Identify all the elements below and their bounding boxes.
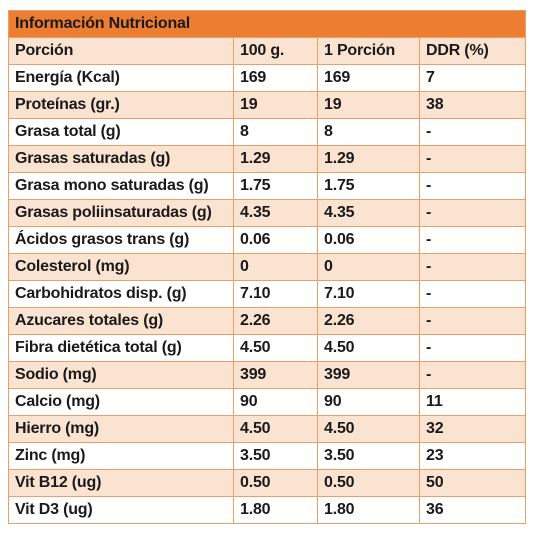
table-row: Ácidos grasos trans (g) 0.06 0.06 -	[8, 226, 527, 254]
column-header: 1 Porción	[317, 37, 420, 65]
nutrient-name: Vit D3 (ug)	[8, 496, 234, 524]
value-100g: 4.50	[233, 334, 318, 362]
value-ddr: 7	[418, 64, 527, 92]
value-100g: 0.06	[233, 226, 318, 254]
value-100g: 399	[233, 361, 318, 389]
value-portion: 1.75	[317, 172, 420, 200]
value-portion: 4.35	[317, 199, 420, 227]
nutrient-name: Sodio (mg)	[8, 361, 234, 389]
value-ddr: -	[418, 361, 527, 389]
value-portion: 0	[317, 253, 420, 281]
value-portion: 4.50	[317, 334, 420, 362]
nutrient-name: Hierro (mg)	[8, 415, 234, 443]
nutrient-name: Grasa total (g)	[8, 118, 234, 146]
nutrient-name: Grasa mono saturadas (g)	[8, 172, 234, 200]
nutrient-name: Grasas saturadas (g)	[8, 145, 234, 173]
nutrient-name: Colesterol (mg)	[8, 253, 234, 281]
table-row: Zinc (mg) 3.50 3.50 23	[8, 442, 527, 470]
title-row: Información Nutricional	[7, 10, 527, 38]
table-row: Grasa total (g) 8 8 -	[8, 118, 527, 146]
value-100g: 3.50	[233, 442, 318, 470]
value-100g: 4.50	[233, 415, 318, 443]
nutrient-name: Proteínas (gr.)	[8, 91, 234, 119]
table-title: Información Nutricional	[7, 10, 527, 38]
nutrient-name: Grasas poliinsaturadas (g)	[8, 199, 234, 227]
value-portion: 0.50	[317, 469, 420, 497]
value-ddr: -	[418, 145, 527, 173]
value-ddr: -	[418, 199, 527, 227]
value-portion: 1.29	[317, 145, 420, 173]
nutrient-name: Ácidos grasos trans (g)	[8, 226, 234, 254]
value-100g: 1.80	[233, 496, 318, 524]
nutrient-name: Zinc (mg)	[8, 442, 234, 470]
table-row: Vit B12 (ug) 0.50 0.50 50	[8, 469, 527, 497]
value-100g: 90	[233, 388, 318, 416]
table-row: Grasa mono saturadas (g) 1.75 1.75 -	[8, 172, 527, 200]
value-100g: 8	[233, 118, 318, 146]
value-portion: 2.26	[317, 307, 420, 335]
value-portion: 4.50	[317, 415, 420, 443]
value-portion: 90	[317, 388, 420, 416]
value-ddr: 38	[418, 91, 527, 119]
table-row: Hierro (mg) 4.50 4.50 32	[8, 415, 527, 443]
nutrient-name: Vit B12 (ug)	[8, 469, 234, 497]
table-row: Proteínas (gr.) 19 19 38	[8, 91, 527, 119]
value-ddr: 11	[418, 388, 527, 416]
value-100g: 1.75	[233, 172, 318, 200]
nutrient-name: Carbohidratos disp. (g)	[8, 280, 234, 308]
value-portion: 0.06	[317, 226, 420, 254]
nutrition-table: Información Nutricional Porción 100 g. 1…	[7, 10, 527, 524]
nutrient-name: Energía (Kcal)	[8, 64, 234, 92]
column-header: DDR (%)	[418, 37, 527, 65]
table-body: Energía (Kcal) 169 169 7 Proteínas (gr.)…	[8, 64, 527, 524]
value-portion: 7.10	[317, 280, 420, 308]
value-100g: 19	[233, 91, 318, 119]
nutrient-name: Fibra dietética total (g)	[8, 334, 234, 362]
column-header: Porción	[8, 37, 234, 65]
value-ddr: -	[418, 280, 527, 308]
value-100g: 4.35	[233, 199, 318, 227]
table-row: Vit D3 (ug) 1.80 1.80 36	[8, 496, 527, 524]
value-ddr: 50	[418, 469, 527, 497]
value-ddr: -	[418, 307, 527, 335]
table-row: Carbohidratos disp. (g) 7.10 7.10 -	[8, 280, 527, 308]
table-row: Sodio (mg) 399 399 -	[8, 361, 527, 389]
value-100g: 7.10	[233, 280, 318, 308]
table-row: Energía (Kcal) 169 169 7	[8, 64, 527, 92]
value-ddr: -	[418, 118, 527, 146]
value-portion: 19	[317, 91, 420, 119]
value-ddr: -	[418, 172, 527, 200]
table-row: Grasas poliinsaturadas (g) 4.35 4.35 -	[8, 199, 527, 227]
table-row: Calcio (mg) 90 90 11	[8, 388, 527, 416]
header-row: Porción 100 g. 1 Porción DDR (%)	[8, 37, 527, 65]
nutrient-name: Azucares totales (g)	[8, 307, 234, 335]
value-ddr: -	[418, 334, 527, 362]
value-ddr: -	[418, 253, 527, 281]
value-ddr: 23	[418, 442, 527, 470]
value-ddr: 32	[418, 415, 527, 443]
table-row: Grasas saturadas (g) 1.29 1.29 -	[8, 145, 527, 173]
value-portion: 1.80	[317, 496, 420, 524]
value-portion: 8	[317, 118, 420, 146]
value-100g: 169	[233, 64, 318, 92]
value-ddr: -	[418, 226, 527, 254]
value-100g: 0.50	[233, 469, 318, 497]
nutrient-name: Calcio (mg)	[8, 388, 234, 416]
table-row: Fibra dietética total (g) 4.50 4.50 -	[8, 334, 527, 362]
table-row: Colesterol (mg) 0 0 -	[8, 253, 527, 281]
value-100g: 0	[233, 253, 318, 281]
value-portion: 3.50	[317, 442, 420, 470]
value-portion: 169	[317, 64, 420, 92]
value-100g: 2.26	[233, 307, 318, 335]
value-100g: 1.29	[233, 145, 318, 173]
column-header: 100 g.	[233, 37, 318, 65]
table-row: Azucares totales (g) 2.26 2.26 -	[8, 307, 527, 335]
value-ddr: 36	[418, 496, 527, 524]
value-portion: 399	[317, 361, 420, 389]
